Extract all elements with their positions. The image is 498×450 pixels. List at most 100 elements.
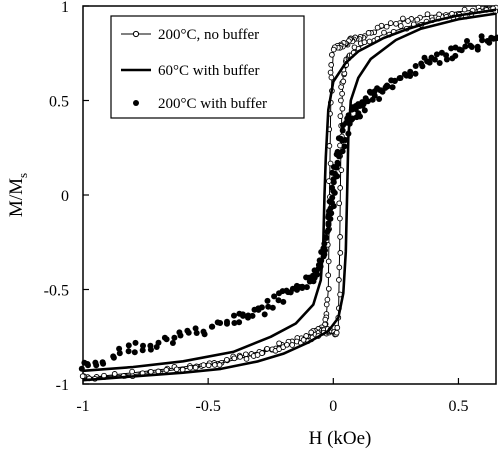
data-point xyxy=(464,38,470,44)
data-point xyxy=(398,24,403,29)
data-point xyxy=(329,170,335,176)
data-point xyxy=(329,75,334,80)
data-point xyxy=(174,367,179,372)
data-point xyxy=(469,44,475,50)
data-point xyxy=(342,143,348,149)
data-point xyxy=(324,229,330,235)
data-point xyxy=(238,355,243,360)
data-point xyxy=(92,360,98,366)
x-tick-label: -1 xyxy=(76,398,89,415)
data-point xyxy=(232,356,237,361)
data-point xyxy=(250,313,256,319)
data-point xyxy=(156,369,161,374)
data-point xyxy=(311,278,317,284)
data-point xyxy=(231,313,237,319)
data-point xyxy=(326,222,332,228)
y-tick-label: 1 xyxy=(61,0,69,16)
data-point xyxy=(215,319,221,325)
data-point xyxy=(334,330,339,335)
data-point xyxy=(193,365,198,370)
data-point xyxy=(265,346,270,351)
data-point xyxy=(310,273,316,279)
data-point xyxy=(384,24,389,29)
data-point xyxy=(324,302,329,307)
data-point xyxy=(427,60,433,66)
data-point xyxy=(362,40,367,45)
data-point xyxy=(329,63,334,68)
data-point xyxy=(236,319,242,325)
data-point xyxy=(154,344,160,350)
x-tick-label: 0 xyxy=(329,398,337,415)
data-point xyxy=(335,325,340,330)
legend-label-series-2: 60°C with buffer xyxy=(158,63,260,79)
data-point xyxy=(148,347,154,353)
data-point xyxy=(406,19,411,24)
data-point xyxy=(437,60,443,66)
data-point xyxy=(338,251,343,256)
data-point xyxy=(112,372,117,377)
data-point xyxy=(376,96,382,102)
legend: 200°C, no buffer 60°C with buffer 200°C … xyxy=(111,16,304,118)
data-point xyxy=(201,363,206,368)
data-point xyxy=(375,25,380,30)
data-point xyxy=(202,331,208,337)
y-tick-label: -0.5 xyxy=(44,283,69,300)
y-tick-label: 0 xyxy=(61,188,69,205)
y-tick-label: 0.5 xyxy=(49,94,69,111)
data-point xyxy=(462,44,468,50)
data-point xyxy=(388,21,393,26)
data-point xyxy=(475,47,481,53)
data-point xyxy=(110,353,116,359)
data-point xyxy=(140,347,146,353)
data-point xyxy=(349,107,355,113)
data-point xyxy=(323,234,329,240)
data-point xyxy=(318,264,324,270)
svg-text:M/Ms: M/Ms xyxy=(6,173,30,217)
data-point xyxy=(394,21,399,26)
data-point xyxy=(418,61,424,67)
data-point xyxy=(338,216,343,221)
data-point xyxy=(262,311,268,317)
data-point xyxy=(392,78,398,84)
data-point xyxy=(367,89,373,95)
data-point xyxy=(290,343,295,348)
data-point xyxy=(338,186,343,191)
data-point xyxy=(339,98,344,103)
y-axis-label-main: M/M xyxy=(6,178,27,217)
data-point xyxy=(457,47,463,53)
data-point xyxy=(434,51,440,57)
data-point xyxy=(337,278,342,283)
data-point xyxy=(193,325,199,331)
data-point xyxy=(339,168,344,173)
data-point xyxy=(337,201,342,206)
data-point xyxy=(85,361,91,367)
data-point xyxy=(326,286,331,291)
data-point xyxy=(224,319,230,325)
data-point xyxy=(277,341,282,346)
data-point xyxy=(401,16,406,21)
data-point xyxy=(171,335,177,341)
data-point xyxy=(260,351,265,356)
legend-label-series-3: 200°C with buffer xyxy=(158,96,267,112)
data-point xyxy=(325,297,330,302)
data-point xyxy=(301,338,306,343)
data-point xyxy=(224,357,229,362)
data-point xyxy=(338,114,343,119)
y-tick-label: -1 xyxy=(56,377,69,394)
data-point xyxy=(326,273,331,278)
data-point xyxy=(318,258,324,264)
data-point xyxy=(343,137,349,143)
data-point xyxy=(178,333,184,339)
data-point xyxy=(337,265,342,270)
data-point xyxy=(338,235,343,240)
data-point xyxy=(340,106,345,111)
data-point xyxy=(357,114,363,120)
data-point xyxy=(126,348,132,354)
data-point xyxy=(133,340,139,346)
data-point xyxy=(285,342,290,347)
data-point xyxy=(340,128,346,134)
data-point xyxy=(170,340,176,346)
y-axis-label: M/Ms xyxy=(6,173,30,217)
data-point xyxy=(413,63,419,69)
data-point xyxy=(255,305,261,311)
